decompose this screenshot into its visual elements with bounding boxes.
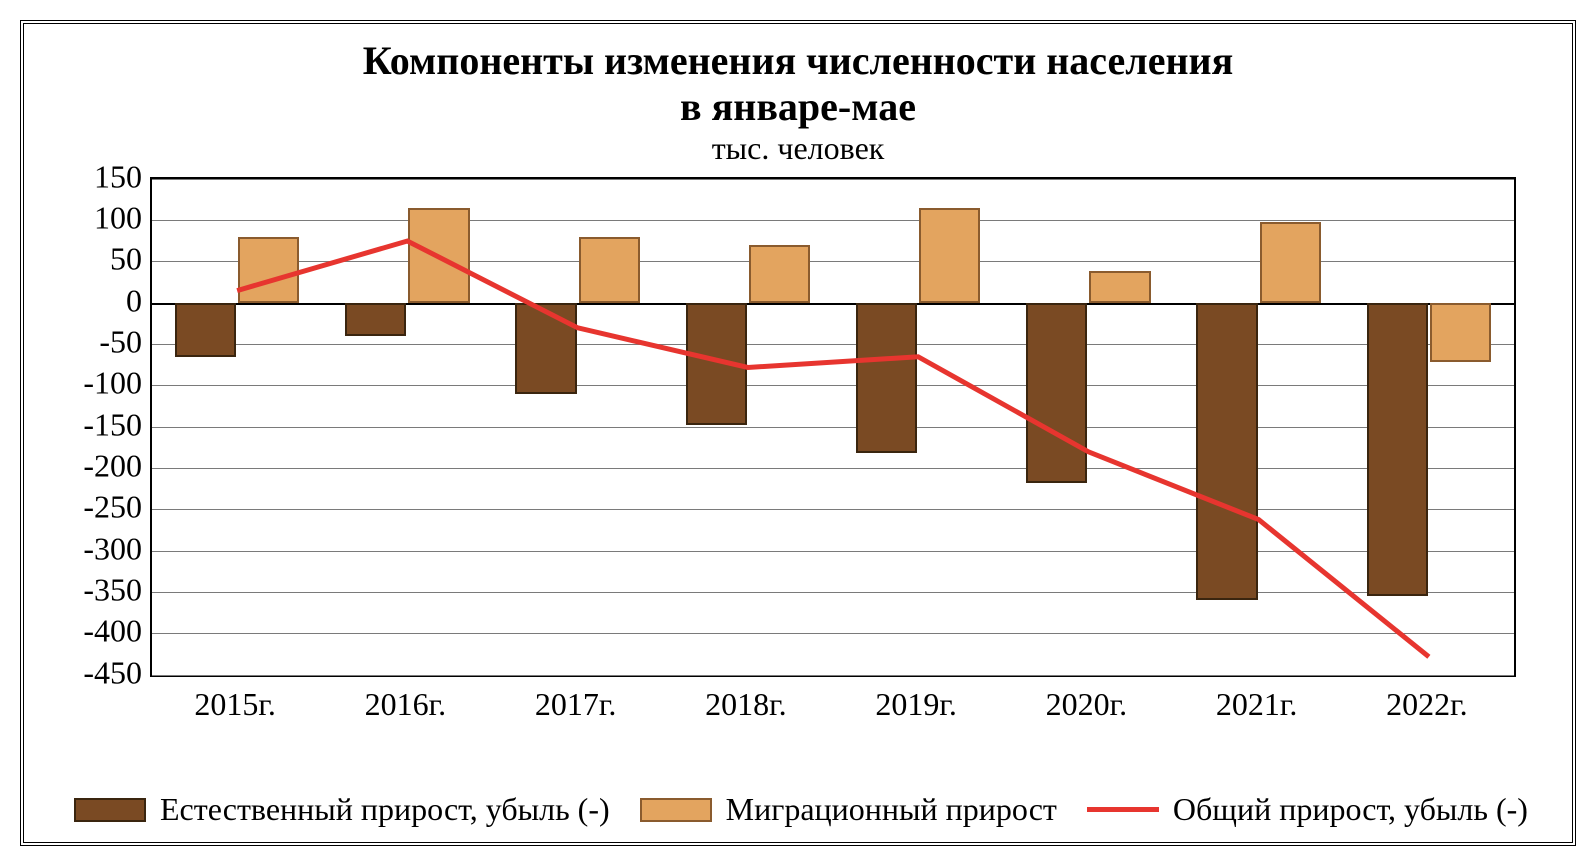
line-layer [152, 179, 1514, 675]
ytick-label: -450 [78, 654, 142, 691]
ytick-label: -250 [78, 489, 142, 526]
chart-frame: Компоненты изменения численности населен… [20, 20, 1576, 846]
outer-frame: Компоненты изменения численности населен… [0, 0, 1596, 866]
legend-swatch-total-line [1087, 807, 1159, 812]
xtick-label: 2022г. [1386, 686, 1468, 723]
total-line [237, 241, 1429, 657]
chart-title-line1: Компоненты изменения численности населен… [38, 38, 1558, 84]
ytick-label: -50 [78, 324, 142, 361]
ytick-label: -300 [78, 530, 142, 567]
xtick-label: 2017г. [535, 686, 617, 723]
ytick-label: -200 [78, 448, 142, 485]
ytick-label: 50 [78, 241, 142, 278]
ytick-label: -350 [78, 572, 142, 609]
chart-subtitle: тыс. человек [38, 130, 1558, 167]
legend-item-natural: Естественный прирост, убыль (-) [74, 791, 610, 828]
xtick-label: 2015г. [194, 686, 276, 723]
ytick-label: -100 [78, 365, 142, 402]
plot-area [150, 177, 1516, 677]
legend-swatch-natural [74, 798, 146, 822]
ytick-label: 0 [78, 282, 142, 319]
xtick-label: 2019г. [875, 686, 957, 723]
xtick-label: 2020г. [1046, 686, 1128, 723]
xtick-label: 2018г. [705, 686, 787, 723]
xtick-label: 2016г. [365, 686, 447, 723]
legend-swatch-migration [640, 798, 712, 822]
legend-label-total: Общий прирост, убыль (-) [1173, 791, 1528, 828]
legend-item-total: Общий прирост, убыль (-) [1087, 791, 1528, 828]
xtick-label: 2021г. [1216, 686, 1298, 723]
ytick-label: -400 [78, 613, 142, 650]
legend-item-migration: Миграционный прирост [640, 791, 1057, 828]
ytick-label: 100 [78, 200, 142, 237]
legend: Естественный прирост, убыль (-) Миграцио… [74, 791, 1522, 828]
chart-title-line2: в январе-мае [38, 84, 1558, 130]
legend-label-natural: Естественный прирост, убыль (-) [160, 791, 610, 828]
chart-area: 150100500-50-100-150-200-250-300-350-400… [78, 177, 1526, 737]
title-block: Компоненты изменения численности населен… [38, 38, 1558, 167]
gridline [152, 675, 1514, 676]
ytick-label: 150 [78, 158, 142, 195]
legend-label-migration: Миграционный прирост [726, 791, 1057, 828]
ytick-label: -150 [78, 406, 142, 443]
